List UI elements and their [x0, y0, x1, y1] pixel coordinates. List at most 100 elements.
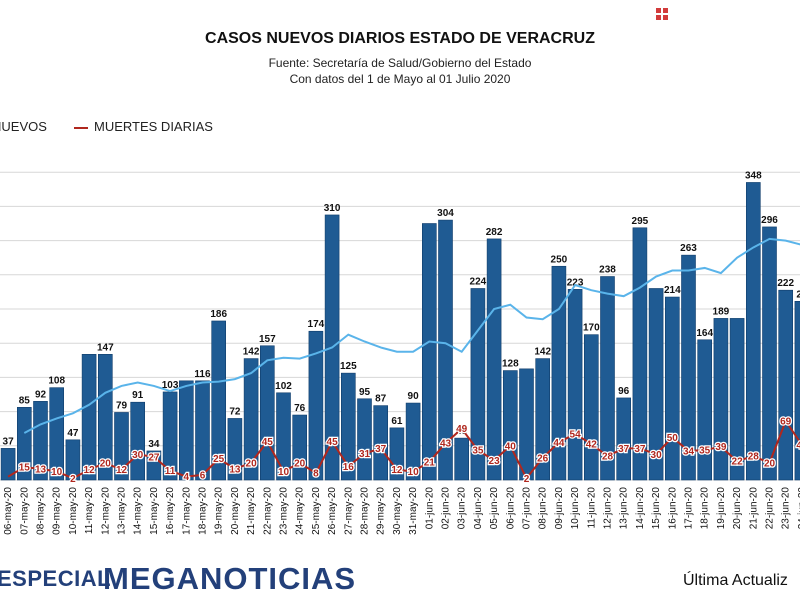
x-tick-label: 11-jun-20 [586, 487, 597, 529]
bar-value-label: 96 [618, 386, 630, 397]
bar [49, 387, 65, 481]
death-value-label: 6 [200, 470, 206, 481]
bar-value-label: 170 [583, 323, 600, 334]
bar-value-label: 91 [132, 390, 144, 401]
x-tick-label: 21-may-20 [246, 487, 257, 535]
bar [745, 182, 761, 481]
death-value-label: 20 [100, 458, 112, 469]
death-value-label: 12 [391, 465, 403, 476]
bar [340, 372, 356, 481]
x-tick-label: 12-jun-20 [603, 487, 614, 530]
bar [713, 318, 729, 481]
x-tick-label: 08-jun-20 [538, 487, 549, 530]
bar-value-label: 47 [67, 428, 79, 439]
death-value-label: 10 [408, 467, 420, 478]
x-tick-label: 06-may-20 [3, 487, 14, 535]
death-value-label: 50 [667, 433, 679, 444]
death-value-label: 27 [148, 452, 160, 463]
death-value-label: 30 [651, 450, 663, 461]
death-value-label: 15 [19, 463, 31, 474]
bar-value-label: 250 [551, 254, 568, 265]
bar-value-label: 79 [116, 400, 128, 411]
bar-value-label: 90 [408, 391, 420, 402]
bar-value-label: 103 [162, 380, 179, 391]
last-update-text: Última Actualiz [683, 572, 788, 589]
legend-label-nuevos: NUEVOS [0, 119, 47, 134]
bar-value-label: 20 [796, 289, 800, 300]
bar [454, 437, 470, 481]
bar-value-label: 85 [19, 395, 31, 406]
x-tick-label: 22-may-20 [262, 487, 273, 535]
death-value-label: 31 [359, 449, 371, 460]
x-tick-label: 10-jun-20 [570, 487, 581, 530]
bar [0, 448, 16, 481]
brand-logo: MEGANOTICIAS [103, 561, 357, 596]
bar [600, 276, 615, 481]
death-value-label: 26 [537, 453, 549, 464]
bar [648, 288, 664, 481]
bar-value-label: 223 [567, 277, 584, 288]
bar-value-label: 108 [48, 376, 65, 387]
x-tick-label: 16-jun-20 [667, 487, 678, 530]
death-value-label: 42 [586, 440, 598, 451]
bar [681, 254, 696, 481]
bar [438, 219, 453, 481]
bar-value-label: 72 [229, 406, 241, 417]
x-tick-label: 16-may-20 [165, 487, 176, 535]
bar [778, 289, 794, 481]
x-tick-label: 05-jun-20 [489, 487, 500, 530]
death-value-label: 37 [634, 444, 646, 455]
x-tick-label: 07-may-20 [19, 487, 30, 535]
death-value-label: 10 [278, 467, 290, 478]
x-tick-label: 15-may-20 [149, 487, 160, 535]
bar [405, 402, 421, 481]
death-value-label: 37 [618, 444, 630, 455]
bar-value-label: 174 [308, 319, 325, 330]
death-value-label: 23 [489, 456, 501, 467]
x-tick-label: 20-jun-20 [732, 487, 743, 530]
bar-value-label: 34 [148, 439, 160, 450]
bar-value-label: 304 [437, 208, 454, 219]
bar-value-label: 92 [35, 389, 47, 400]
bar [551, 265, 567, 481]
brand-prefix: ESPECIAL [0, 566, 112, 591]
x-tick-label: 25-may-20 [311, 487, 322, 535]
bar-value-label: 348 [745, 170, 762, 181]
bar [259, 345, 275, 481]
death-value-label: 21 [424, 458, 436, 469]
x-tick-label: 23-jun-20 [781, 487, 792, 530]
x-tick-label: 27-may-20 [343, 487, 354, 535]
bar-value-label: 87 [375, 394, 387, 405]
x-tick-label: 01-jun-20 [424, 487, 435, 530]
bar-value-label: 224 [470, 276, 487, 287]
bar-value-label: 76 [294, 403, 306, 414]
x-tick-label: 11-may-20 [84, 487, 95, 534]
bar [33, 401, 48, 481]
bar [81, 354, 97, 481]
death-value-label: 34 [683, 446, 695, 457]
death-value-label: 12 [84, 465, 96, 476]
death-value-label: 13 [35, 464, 47, 475]
x-tick-label: 31-may-20 [408, 487, 419, 535]
death-value-label: 11 [165, 466, 176, 477]
death-value-label: 2 [70, 474, 76, 485]
bar [130, 401, 145, 481]
bar-value-label: 296 [761, 215, 778, 226]
bar-value-label: 61 [391, 416, 403, 427]
bar [243, 358, 259, 481]
bar-value-label: 95 [359, 387, 371, 398]
bar [632, 227, 648, 481]
bar [276, 392, 291, 481]
bar-value-label: 214 [664, 285, 681, 296]
death-value-label: 20 [246, 458, 258, 469]
bar [195, 380, 210, 481]
bar-value-label: 128 [502, 359, 519, 370]
death-value-label: 28 [602, 452, 614, 463]
death-value-label: 8 [313, 469, 319, 480]
death-value-label: 28 [748, 452, 760, 463]
bar [357, 398, 372, 481]
bar [762, 226, 777, 481]
x-tick-label: 12-may-20 [100, 487, 111, 535]
deaths-line [7, 418, 800, 481]
grid-logo-icon [656, 8, 670, 22]
